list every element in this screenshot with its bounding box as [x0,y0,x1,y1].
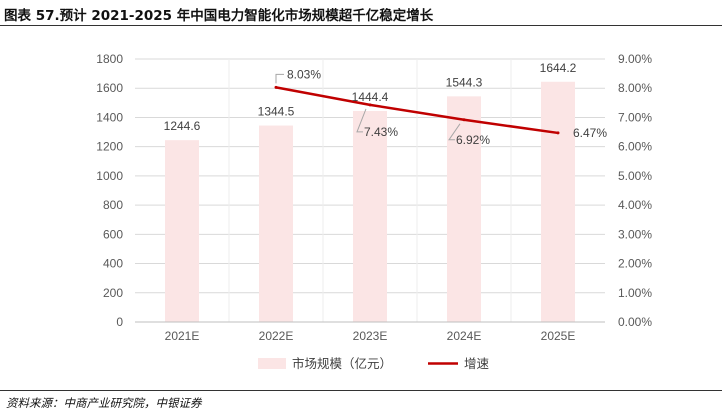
label-leader [275,73,284,84]
y-axis-right: 0.00% 1.00% 2.00% 3.00% 4.00% 5.00% 6.00% 7.00%… [618,52,652,329]
y-left-tick-label: 1800 [96,52,123,66]
x-tick-label: 2022E [259,329,294,343]
legend-label-bar: 市场规模（亿元） [292,356,392,371]
callout-leaders [275,73,461,141]
growth-point [274,85,278,89]
bar [259,125,293,322]
legend-swatch-bar [258,358,286,369]
y-right-tick-label: 7.00% [618,110,652,124]
y-right-tick-label: 6.00% [618,140,652,154]
y-left-tick-label: 1200 [96,140,123,154]
y-left-tick-label: 1400 [96,110,123,124]
bar [353,110,387,322]
y-left-tick-label: 600 [103,227,123,241]
y-right-tick-label: 3.00% [618,227,652,241]
y-right-tick-label: 5.00% [618,169,652,183]
footer-rule [0,390,722,391]
x-tick-label: 2025E [541,329,576,343]
y-left-tick-label: 1000 [96,169,123,183]
y-left-tick-label: 1600 [96,81,123,95]
legend-label-line: 增速 [464,356,490,371]
x-axis: 2021E 2022E 2023E 2024E 2025E [165,329,576,343]
growth-point [368,103,372,107]
data-labels: 1244.6 1344.5 1444.4 1544.3 1644.2 8.03% 7.43%… [164,61,608,147]
y-right-tick-label: 1.00% [618,286,652,300]
bar-value-label: 1644.2 [540,61,577,75]
label-leader [448,123,461,141]
bar [447,96,481,322]
growth-point [556,131,560,135]
x-tick-label: 2024E [447,329,482,343]
bar-value-label: 1544.3 [446,75,483,89]
y-left-tick-label: 400 [103,257,123,271]
bar-value-label: 1444.4 [352,90,389,104]
bar-series [165,81,575,322]
bar [541,81,575,322]
growth-value-label: 6.47% [573,126,607,140]
y-right-tick-label: 2.00% [618,257,652,271]
y-right-tick-label: 4.00% [618,198,652,212]
growth-line [275,86,559,135]
y-left-tick-label: 0 [116,315,123,329]
y-left-tick-label: 800 [103,198,123,212]
chart-title: 图表 57.预计 2021-2025 年中国电力智能化市场规模超千亿稳定增长 [4,8,434,24]
chart: 1244.6 1344.5 1444.4 1544.3 1644.2 8.03% 7.43%… [96,52,652,371]
y-right-tick-label: 9.00% [618,52,652,66]
y-right-tick-label: 0.00% [618,315,652,329]
x-tick-label: 2021E [165,329,200,343]
legend: 市场规模（亿元） 增速 [258,356,490,371]
x-tick-label: 2023E [353,329,388,343]
bar [165,140,199,322]
bar-value-label: 1344.5 [258,105,295,119]
line-series [274,85,560,135]
title-rule [0,25,722,26]
growth-value-label: 6.92% [456,133,490,147]
y-left-tick-label: 200 [103,286,123,300]
growth-point [462,118,466,122]
growth-value-label: 8.03% [287,67,321,81]
label-leader [356,108,367,133]
y-axis-left: 0 200 400 600 800 1000 1200 1400 1600 1800 [96,52,123,329]
growth-value-label: 7.43% [364,125,398,139]
y-right-tick-label: 8.00% [618,81,652,95]
bar-value-label: 1244.6 [164,119,201,133]
source-note: 资料来源：中商产业研究院，中银证券 [6,396,202,410]
